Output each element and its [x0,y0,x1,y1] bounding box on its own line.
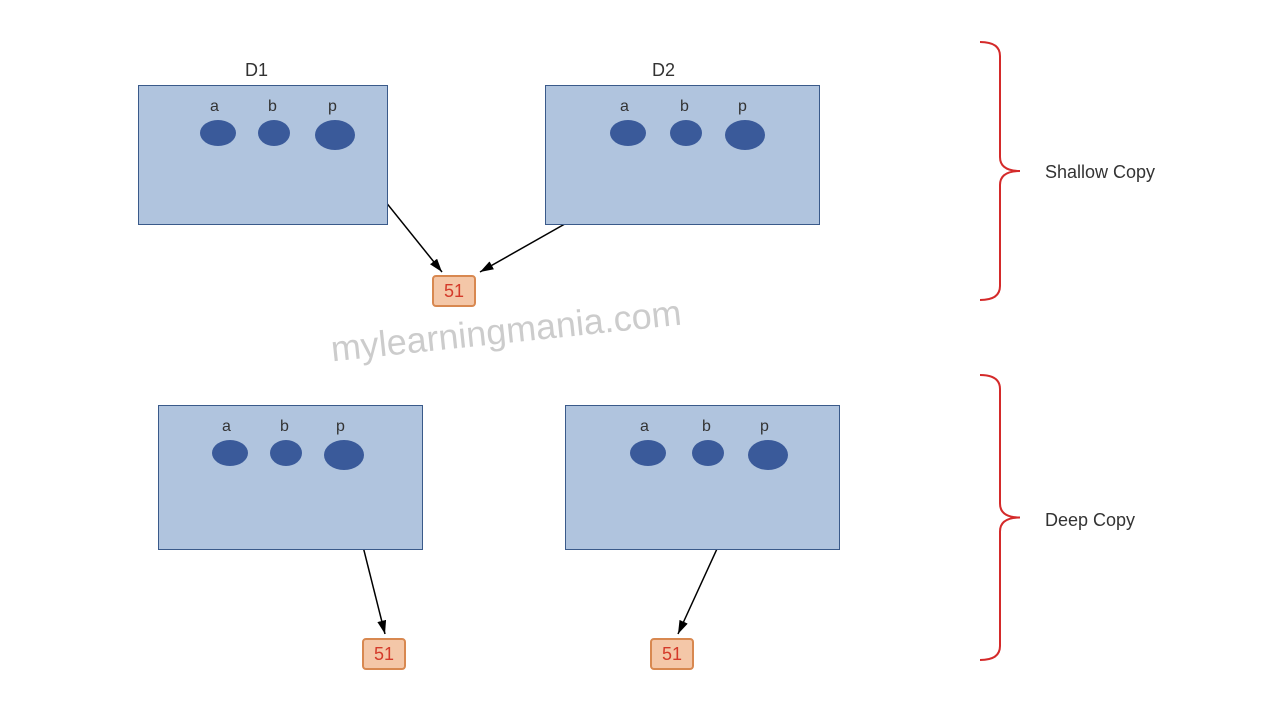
field-dot-d2-a [610,120,646,146]
box-title-d2: D2 [652,60,675,81]
field-dot-d2-p [725,120,765,150]
field-label-d2-p: p [738,98,747,116]
field-label-d2-b: b [680,98,689,116]
object-box-d3 [158,405,423,550]
field-label-d1-p: p [328,98,337,116]
deep-copy-label: Deep Copy [1045,510,1135,531]
field-label-d4-a: a [640,418,649,436]
shallow-copy-label: Shallow Copy [1045,162,1155,183]
field-dot-d4-p [748,440,788,470]
field-label-d4-b: b [702,418,711,436]
field-dot-d1-p [315,120,355,150]
shallow-brace [980,42,1020,300]
field-dot-d3-a [212,440,248,466]
field-label-d3-a: a [222,418,231,436]
field-dot-d4-a [630,440,666,466]
field-dot-d4-b [692,440,724,466]
field-dot-d2-b [670,120,702,146]
box-title-d1: D1 [245,60,268,81]
field-dot-d3-p [324,440,364,470]
watermark-text: mylearningmania.com [329,292,684,371]
field-label-d2-a: a [620,98,629,116]
field-dot-d3-b [270,440,302,466]
deep-value-0: 51 [362,638,406,670]
field-dot-d1-b [258,120,290,146]
deep-value-1: 51 [650,638,694,670]
field-label-d3-b: b [280,418,289,436]
object-box-d1 [138,85,388,225]
deep-brace [980,375,1020,660]
field-label-d1-a: a [210,98,219,116]
field-dot-d1-a [200,120,236,146]
field-label-d1-b: b [268,98,277,116]
field-label-d4-p: p [760,418,769,436]
shallow-shared-value: 51 [432,275,476,307]
field-label-d3-p: p [336,418,345,436]
